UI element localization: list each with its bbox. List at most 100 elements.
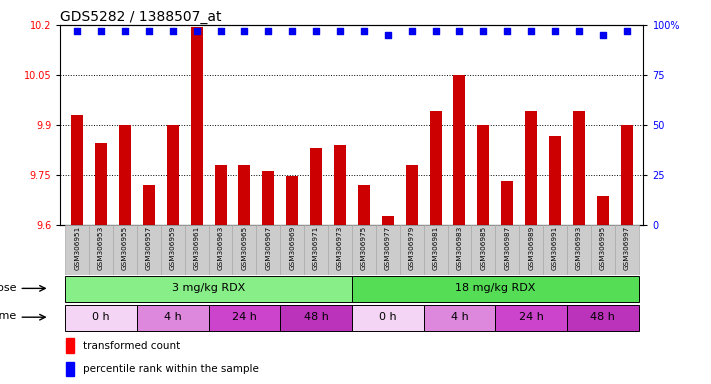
Text: percentile rank within the sample: percentile rank within the sample — [82, 364, 259, 374]
Point — [358, 28, 370, 34]
Bar — [382, 216, 394, 225]
Bar — [215, 165, 227, 225]
Bar — [208, 225, 232, 275]
Bar — [352, 225, 376, 275]
Bar — [113, 225, 137, 275]
Text: GSM306983: GSM306983 — [456, 226, 462, 270]
Point — [191, 28, 203, 34]
Point — [215, 28, 226, 34]
Bar — [496, 225, 519, 275]
Text: transformed count: transformed count — [82, 341, 180, 351]
Bar — [262, 171, 274, 225]
Text: GSM306973: GSM306973 — [337, 226, 343, 270]
Point — [119, 28, 131, 34]
Bar — [185, 225, 208, 275]
Bar — [525, 111, 537, 225]
Point — [287, 28, 298, 34]
Bar — [257, 225, 280, 275]
Text: GSM306977: GSM306977 — [385, 226, 391, 270]
Text: 48 h: 48 h — [590, 312, 615, 322]
Bar — [280, 225, 304, 275]
Bar — [519, 225, 543, 275]
Bar — [424, 225, 447, 275]
Bar — [143, 185, 155, 225]
Text: GSM306951: GSM306951 — [74, 226, 80, 270]
Bar — [496, 305, 567, 331]
Text: GSM306987: GSM306987 — [504, 226, 510, 270]
Point — [311, 28, 322, 34]
Bar — [454, 75, 466, 225]
Bar — [597, 196, 609, 225]
Bar — [573, 111, 585, 225]
Text: GDS5282 / 1388507_at: GDS5282 / 1388507_at — [60, 10, 222, 24]
Bar — [549, 136, 561, 225]
Text: GSM306969: GSM306969 — [289, 226, 295, 270]
Point — [143, 28, 154, 34]
Bar — [66, 362, 74, 376]
Point — [621, 28, 632, 34]
Bar — [95, 143, 107, 225]
Bar — [161, 225, 185, 275]
Text: 0 h: 0 h — [379, 312, 397, 322]
Bar — [65, 225, 89, 275]
Bar — [406, 165, 417, 225]
Bar — [280, 305, 352, 331]
Bar — [238, 165, 250, 225]
Bar — [119, 125, 131, 225]
Text: GSM306963: GSM306963 — [218, 226, 223, 270]
Text: GSM306965: GSM306965 — [242, 226, 247, 270]
Text: 4 h: 4 h — [451, 312, 469, 322]
Point — [525, 28, 537, 34]
Text: GSM306981: GSM306981 — [432, 226, 439, 270]
Point — [597, 32, 609, 38]
Bar — [429, 111, 442, 225]
Bar — [477, 125, 489, 225]
Bar — [471, 225, 496, 275]
Bar — [65, 276, 352, 302]
Text: dose: dose — [0, 283, 17, 293]
Bar — [137, 225, 161, 275]
Point — [95, 28, 107, 34]
Point — [501, 28, 513, 34]
Text: GSM306957: GSM306957 — [146, 226, 152, 270]
Text: 24 h: 24 h — [232, 312, 257, 322]
Text: 24 h: 24 h — [519, 312, 544, 322]
Text: GSM306997: GSM306997 — [624, 226, 630, 270]
Bar — [232, 225, 257, 275]
Bar — [400, 225, 424, 275]
Text: GSM306955: GSM306955 — [122, 226, 128, 270]
Point — [382, 32, 393, 38]
Point — [239, 28, 250, 34]
Bar — [191, 26, 203, 225]
Bar — [328, 225, 352, 275]
Bar — [615, 225, 638, 275]
Bar — [567, 225, 591, 275]
Text: GSM306989: GSM306989 — [528, 226, 534, 270]
Point — [478, 28, 489, 34]
Point — [406, 28, 417, 34]
Text: 0 h: 0 h — [92, 312, 110, 322]
Bar — [567, 305, 638, 331]
Bar — [304, 225, 328, 275]
Bar — [591, 225, 615, 275]
Bar — [358, 185, 370, 225]
Point — [573, 28, 584, 34]
Point — [72, 28, 83, 34]
Text: GSM306985: GSM306985 — [481, 226, 486, 270]
Bar — [352, 305, 424, 331]
Text: GSM306993: GSM306993 — [576, 226, 582, 270]
Point — [550, 28, 561, 34]
Bar — [167, 125, 178, 225]
Bar — [89, 225, 113, 275]
Bar — [137, 305, 208, 331]
Point — [167, 28, 178, 34]
Bar — [501, 181, 513, 225]
Text: GSM306991: GSM306991 — [552, 226, 558, 270]
Text: GSM306975: GSM306975 — [361, 226, 367, 270]
Bar — [208, 305, 280, 331]
Text: GSM306953: GSM306953 — [98, 226, 104, 270]
Point — [430, 28, 442, 34]
Bar — [65, 305, 137, 331]
Text: GSM306961: GSM306961 — [193, 226, 200, 270]
Bar — [543, 225, 567, 275]
